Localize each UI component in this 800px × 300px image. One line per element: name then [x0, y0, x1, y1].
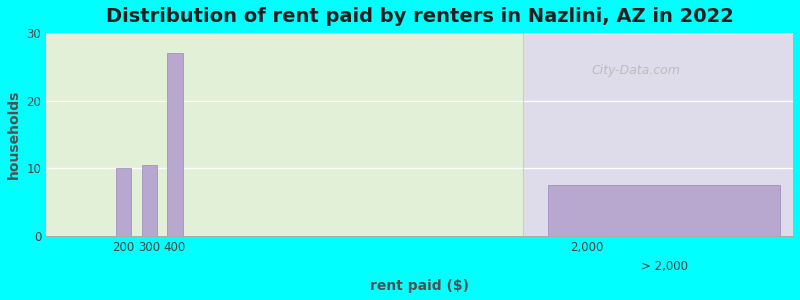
Title: Distribution of rent paid by renters in Nazlini, AZ in 2022: Distribution of rent paid by renters in …	[106, 7, 734, 26]
Bar	[116, 169, 131, 236]
Bar	[142, 165, 157, 236]
Bar	[167, 53, 182, 236]
Text: > 2,000: > 2,000	[641, 260, 688, 273]
Bar	[46, 33, 522, 236]
Y-axis label: households: households	[7, 90, 21, 179]
Bar	[549, 185, 780, 236]
Text: City-Data.com: City-Data.com	[591, 64, 680, 77]
Bar	[522, 33, 793, 236]
X-axis label: rent paid ($): rent paid ($)	[370, 279, 469, 293]
